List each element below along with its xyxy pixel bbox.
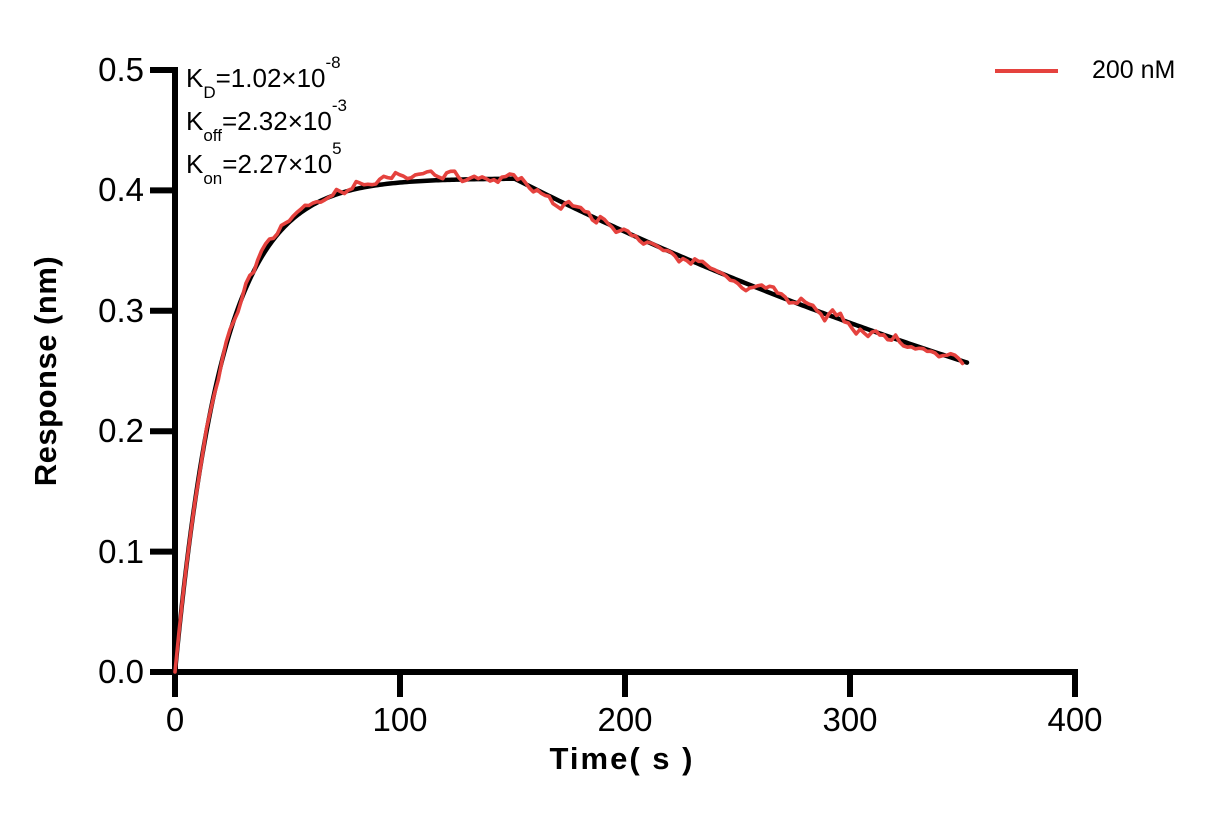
x-tick-label: 300 — [822, 701, 878, 738]
x-axis-title: Time( s ) — [549, 741, 695, 776]
y-tick-label: 0.2 — [98, 412, 144, 450]
kinetic-constant-line: Kon=2.27×105 — [186, 139, 342, 189]
kinetic-constant-line: Koff=2.32×10-3 — [186, 96, 347, 146]
y-tick-label: 0.0 — [98, 653, 144, 690]
x-tick-label: 200 — [597, 701, 653, 738]
kinetic-constant-line: KD=1.02×10-8 — [186, 53, 341, 103]
y-axis-title: Response (nm) — [28, 255, 63, 487]
y-tick-label: 0.1 — [98, 532, 144, 570]
kinetic-constants-annotations: KD=1.02×10-8 Koff=2.32×10-3 Kon=2.27×105 — [186, 53, 347, 189]
fitted-curve — [172, 176, 970, 675]
legend-label: 200 nM — [1092, 56, 1176, 84]
measured-curve-200nM — [173, 169, 965, 674]
y-tick-label: 0.3 — [98, 291, 144, 329]
y-tick-label: 0.4 — [98, 171, 144, 209]
y-tick-label: 0.5 — [98, 51, 144, 88]
x-tick-label: 100 — [372, 701, 428, 738]
x-tick-label: 0 — [165, 701, 185, 738]
legend-line-swatch — [995, 69, 1058, 73]
x-tick-label: 400 — [1047, 701, 1103, 738]
legend: 200 nM — [995, 54, 1175, 86]
